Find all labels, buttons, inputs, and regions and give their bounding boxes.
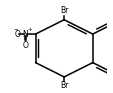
Text: +: + xyxy=(27,27,31,32)
Text: Br: Br xyxy=(59,81,68,90)
Text: O: O xyxy=(22,41,28,50)
Text: Br: Br xyxy=(59,7,68,15)
Text: O: O xyxy=(14,30,20,39)
Text: N: N xyxy=(22,30,28,39)
Text: −: − xyxy=(13,27,18,32)
